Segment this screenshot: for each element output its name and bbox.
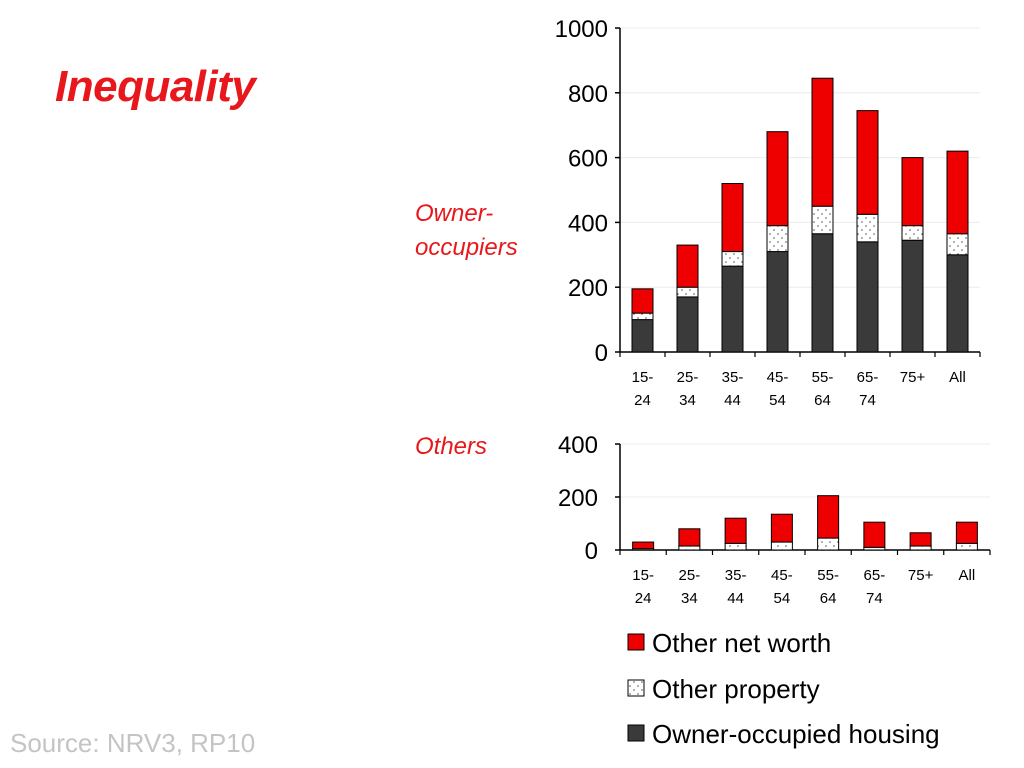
x-tick-label: 45- xyxy=(767,369,789,386)
y-tick-label: 600 xyxy=(568,146,608,173)
x-tick-label: 54 xyxy=(769,392,786,409)
x-tick-label: 24 xyxy=(635,590,652,607)
bar-other-net-worth-7 xyxy=(909,532,932,547)
y-tick-label: 200 xyxy=(558,485,598,512)
bar-owner-occupied-housing-3 xyxy=(721,265,744,353)
bar-owner-occupied-housing-8 xyxy=(946,254,969,353)
x-tick-label: 44 xyxy=(727,590,744,607)
x-tick-label: 15- xyxy=(632,567,654,584)
bar-other-net-worth-6 xyxy=(856,110,879,215)
x-tick-label: 34 xyxy=(681,590,698,607)
bar-other-property-3 xyxy=(724,542,747,551)
bar-owner-occupied-housing-7 xyxy=(901,239,924,353)
bar-other-net-worth-5 xyxy=(811,77,834,207)
bar-owner-occupied-housing-1 xyxy=(631,319,654,353)
x-tick-label: 54 xyxy=(774,590,791,607)
y-tick-label: 400 xyxy=(568,210,608,237)
bar-other-net-worth-1 xyxy=(631,288,654,314)
chart-panel-2: 0 200 400 15- 24 25- 34 35- 44 45- 54 55- 64 65- 74 75+… xyxy=(558,432,991,607)
chart-legend: Other net worth Other property Owner-occup… xyxy=(627,628,940,749)
bar-other-net-worth-4 xyxy=(766,131,789,227)
slide-title: Inequality xyxy=(55,62,256,111)
x-tick-label: 55- xyxy=(817,567,839,584)
bar-other-net-worth-8 xyxy=(946,150,969,235)
bar-other-property-5 xyxy=(817,537,840,551)
x-tick-label: 35- xyxy=(722,369,744,386)
legend-label: Other net worth xyxy=(652,628,831,658)
x-tick-label: 75+ xyxy=(900,369,926,386)
bar-other-net-worth-6 xyxy=(863,521,886,548)
bar-other-property-2 xyxy=(678,545,701,551)
x-tick-label: 25- xyxy=(677,369,699,386)
legend-label: Owner-occupied housing xyxy=(652,719,940,749)
x-tick-label: 65- xyxy=(864,567,886,584)
x-tick-label: 25- xyxy=(679,567,701,584)
legend-swatch xyxy=(627,679,645,697)
x-tick-label: 15- xyxy=(632,369,654,386)
legend-swatch xyxy=(627,633,645,651)
bar-other-property-3 xyxy=(721,251,744,267)
legend-swatch xyxy=(627,724,645,742)
bar-other-net-worth-2 xyxy=(676,244,699,288)
bar-other-net-worth-4 xyxy=(770,513,793,543)
x-tick-label: 64 xyxy=(814,392,831,409)
x-tick-label: 74 xyxy=(859,392,876,409)
bar-owner-occupied-housing-6 xyxy=(856,241,879,353)
y-tick-label: 0 xyxy=(585,538,598,565)
bar-other-property-2 xyxy=(676,286,699,298)
bar-other-property-7 xyxy=(909,545,932,551)
x-tick-label: 64 xyxy=(820,590,837,607)
chart-panel-1: 0 200 400 600 800 1000 15- 24 25- 34 35- 44 45- 54 55-… xyxy=(555,16,981,409)
x-tick-label: 34 xyxy=(679,392,696,409)
x-tick-label: 45- xyxy=(771,567,793,584)
bar-other-property-4 xyxy=(766,225,789,253)
legend-label: Other property xyxy=(652,674,820,704)
x-tick-label: 24 xyxy=(634,392,651,409)
bar-other-property-6 xyxy=(856,213,879,243)
bar-other-net-worth-7 xyxy=(901,157,924,227)
bar-other-net-worth-5 xyxy=(817,495,840,539)
bar-other-property-8 xyxy=(946,233,969,256)
y-tick-label: 800 xyxy=(568,81,608,108)
bar-other-property-4 xyxy=(770,541,793,551)
source-note: Source: NRV3, RP10 xyxy=(10,728,256,758)
y-tick-label: 1000 xyxy=(555,16,608,43)
bar-other-property-1 xyxy=(631,312,654,321)
x-tick-label: 65- xyxy=(857,369,879,386)
x-tick-label: 35- xyxy=(725,567,747,584)
panel-label-others: Others xyxy=(415,433,488,460)
panel-label-owner-occupiers: Owner-occupiers xyxy=(415,200,518,261)
bar-other-net-worth-3 xyxy=(724,517,747,544)
y-tick-label: 200 xyxy=(568,275,608,302)
x-tick-label: 74 xyxy=(866,590,883,607)
bar-other-property-8 xyxy=(955,542,978,551)
bar-owner-occupied-housing-4 xyxy=(766,251,789,353)
bar-other-net-worth-2 xyxy=(678,528,701,547)
bar-other-net-worth-1 xyxy=(632,541,655,550)
x-tick-label: All xyxy=(959,567,976,584)
y-tick-label: 0 xyxy=(595,340,608,367)
x-tick-label: 75+ xyxy=(908,567,934,584)
bar-other-net-worth-8 xyxy=(955,521,978,544)
bar-other-property-7 xyxy=(901,225,924,241)
bar-other-net-worth-3 xyxy=(721,183,744,253)
x-tick-label: All xyxy=(949,369,966,386)
y-tick-label: 400 xyxy=(558,432,598,459)
bar-owner-occupied-housing-2 xyxy=(676,296,699,353)
bar-other-property-5 xyxy=(811,205,834,235)
x-tick-label: 55- xyxy=(812,369,834,386)
bar-owner-occupied-housing-5 xyxy=(811,233,834,353)
x-tick-label: 44 xyxy=(724,392,741,409)
